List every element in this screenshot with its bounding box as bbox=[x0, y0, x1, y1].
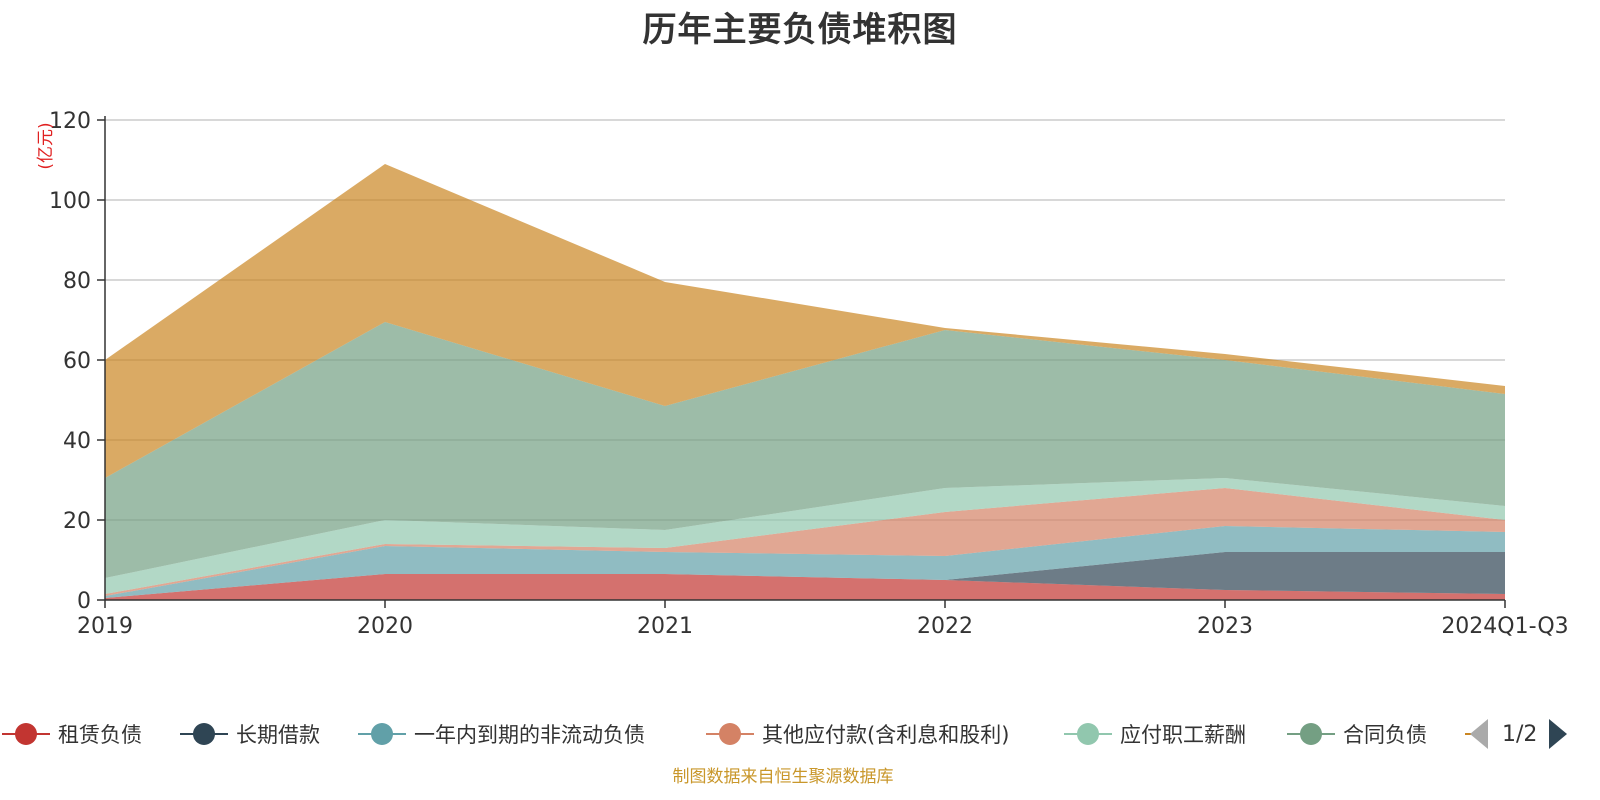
legend: 租赁负债 长期借款 一年内到期的非流动负债 其他应付款(含利息和股利) 应付职工薪酬 合同… bbox=[0, 716, 1600, 752]
legend-label: 合同负债 bbox=[1343, 723, 1427, 747]
legend-item[interactable]: 合同负债 bbox=[1285, 716, 1427, 752]
area-series-3 bbox=[105, 488, 1505, 596]
y-tick-label: 20 bbox=[63, 509, 91, 534]
y-tick-label: 100 bbox=[49, 189, 91, 214]
x-tick-label: 2022 bbox=[917, 614, 973, 639]
stacked-area-chart: 0 20 40 60 80 100 120 2019 2020 2021 2022 2023 2024Q… bbox=[36, 109, 1569, 639]
legend-item[interactable]: 一年内到期的非流动负债 bbox=[356, 716, 645, 752]
legend-marker-icon bbox=[704, 716, 756, 752]
area-series-4 bbox=[105, 478, 1505, 594]
y-tick-label: 0 bbox=[77, 589, 91, 614]
legend-marker-icon bbox=[1285, 716, 1337, 752]
x-tick-label: 2023 bbox=[1197, 614, 1253, 639]
legend-label: 其他应付款(含利息和股利) bbox=[762, 723, 1010, 747]
legend-item[interactable]: 长期借款 bbox=[178, 716, 320, 752]
x-tick-label: 2021 bbox=[637, 614, 693, 639]
y-tick-label: 40 bbox=[63, 429, 91, 454]
legend-label: 租赁负债 bbox=[58, 723, 142, 747]
x-tick-label: 2024Q1-Q3 bbox=[1441, 614, 1568, 639]
legend-next-arrow-icon[interactable] bbox=[1549, 719, 1568, 749]
chart-title: 历年主要负债堆积图 bbox=[642, 10, 958, 50]
y-tick-label: 60 bbox=[63, 349, 91, 374]
legend-prev-arrow-icon[interactable] bbox=[1470, 719, 1488, 749]
legend-item[interactable]: 其他应付款(含利息和股利) bbox=[704, 716, 1009, 752]
area-series-6 bbox=[105, 164, 1505, 478]
x-tick-label: 2019 bbox=[77, 614, 133, 639]
y-tick-label: 120 bbox=[49, 109, 91, 134]
area-series-1 bbox=[105, 552, 1505, 598]
y-axis-unit-label: (亿元) bbox=[36, 122, 56, 169]
legend-marker-icon bbox=[178, 716, 230, 752]
area-series-5 bbox=[105, 322, 1505, 578]
legend-item[interactable]: 应付职工薪酬 bbox=[1062, 716, 1246, 752]
legend-marker-icon bbox=[1062, 716, 1114, 752]
area-series-2 bbox=[105, 526, 1505, 598]
legend-label: 长期借款 bbox=[236, 723, 320, 747]
legend-pager: 1/2 bbox=[1470, 716, 1568, 752]
legend-page-label: 1/2 bbox=[1502, 721, 1538, 747]
legend-label: 应付职工薪酬 bbox=[1120, 723, 1246, 747]
legend-marker-icon bbox=[356, 716, 408, 752]
legend-marker-icon bbox=[0, 716, 52, 752]
area-series-0 bbox=[105, 574, 1505, 600]
source-note: 制图数据来自恒生聚源数据库 bbox=[672, 767, 894, 787]
legend-label: 一年内到期的非流动负债 bbox=[414, 723, 645, 747]
x-tick-label: 2020 bbox=[357, 614, 413, 639]
legend-item[interactable]: 租赁负债 bbox=[0, 716, 142, 752]
y-tick-label: 80 bbox=[63, 269, 91, 294]
